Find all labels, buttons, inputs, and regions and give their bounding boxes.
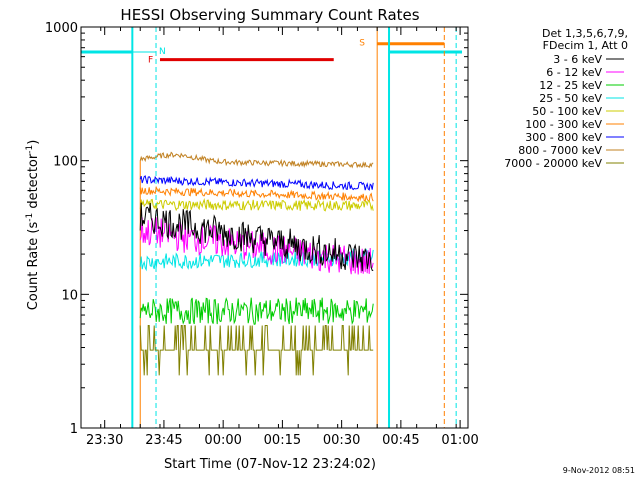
x-tick-label: 23:30 — [86, 433, 123, 448]
series-line — [139, 175, 374, 191]
legend-entry: 3 - 6 keV — [553, 53, 602, 66]
night-flag-label: N — [159, 47, 166, 57]
legend-entry: 50 - 100 keV — [532, 105, 602, 118]
series-line — [139, 297, 374, 325]
y-tick-label: 1 — [70, 422, 78, 437]
legend-entry: 6 - 12 keV — [546, 66, 602, 79]
series-line — [139, 151, 374, 169]
x-tick-label: 00:00 — [204, 433, 241, 448]
y-tick-label: 10 — [61, 288, 78, 303]
legend-entry: 12 - 25 keV — [539, 79, 602, 92]
legend: Det 1,3,5,6,7,9,FDecim 1, Att 03 - 6 keV… — [504, 27, 628, 170]
x-axis-label: Start Time (07-Nov-12 23:24:02) — [164, 457, 376, 472]
legend-entry: 7000 - 20000 keV — [504, 157, 602, 170]
plot-area: NF S — [81, 27, 462, 428]
x-tick-label: 00:45 — [382, 433, 419, 448]
legend-entry: 800 - 7000 keV — [518, 144, 602, 157]
series-line — [139, 202, 374, 272]
chart-title: HESSI Observing Summary Count Rates — [120, 6, 419, 24]
legend-header: Det 1,3,5,6,7,9, — [542, 27, 628, 40]
x-tick-label: 23:45 — [145, 433, 182, 448]
legend-entry: 100 - 300 keV — [525, 118, 602, 131]
saa-flag-label: S — [359, 39, 365, 49]
y-tick-label: 1000 — [45, 21, 78, 36]
series-line — [139, 198, 374, 212]
legend-entry: 300 - 800 keV — [525, 131, 602, 144]
x-tick-label: 01:00 — [441, 433, 478, 448]
series-line — [139, 325, 374, 376]
y-tick-label: 100 — [53, 155, 78, 170]
series-line — [139, 185, 374, 203]
y-axis: 1 10 100 1000 — [45, 21, 468, 437]
x-tick-label: 00:30 — [323, 433, 360, 448]
legend-entry: 25 - 50 keV — [539, 92, 602, 105]
legend-header: FDecim 1, Att 0 — [543, 39, 628, 52]
x-axis: 23:30 23:45 00:00 00:15 00:30 00:45 01:00 — [80, 27, 479, 448]
flare-flag-label: F — [148, 56, 153, 66]
x-tick-label: 00:15 — [264, 433, 301, 448]
y-axis-label: Count Rate (s-1 detector-1) — [25, 140, 41, 311]
timestamp-label: 9-Nov-2012 08:51 — [563, 466, 635, 475]
plot-frame — [80, 26, 469, 429]
